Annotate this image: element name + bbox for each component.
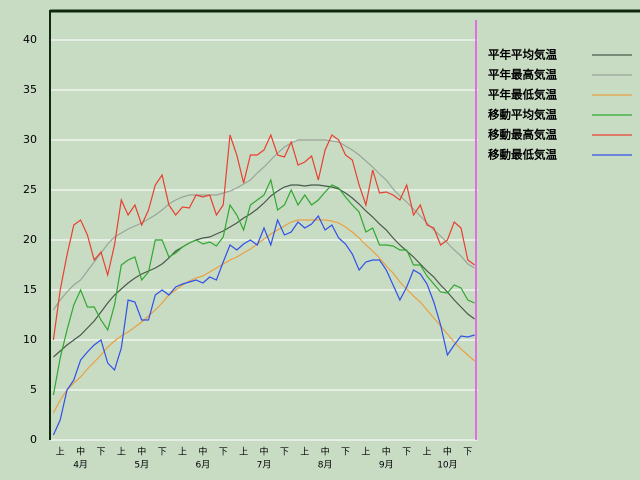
series-line: [52, 178, 475, 396]
legend-label: 移動最低気温: [488, 148, 557, 162]
month-label: 8月: [318, 460, 333, 471]
y-tick-label: 25: [23, 183, 37, 196]
month-label: 9月: [379, 460, 394, 471]
x-tick-label: 下: [463, 448, 472, 458]
legend-label: 平年平均気温: [488, 48, 557, 62]
month-label: 6月: [195, 460, 210, 471]
x-tick-label: 下: [219, 448, 228, 458]
x-tick-label: 下: [158, 448, 167, 458]
series-line: [52, 214, 475, 436]
x-tick-label: 上: [239, 447, 248, 458]
y-tick-label: 30: [23, 133, 37, 146]
y-tick-label: 5: [30, 383, 37, 396]
x-tick-label: 中: [259, 446, 268, 458]
legend-label: 平年最低気温: [488, 88, 557, 102]
series-line: [53, 184, 475, 358]
x-tick-label: 中: [198, 446, 207, 458]
x-tick-label: 中: [382, 446, 391, 458]
series-line: [52, 139, 475, 311]
x-tick-label: 上: [56, 447, 65, 458]
y-tick-label: 35: [23, 83, 37, 96]
x-tick-label: 中: [443, 446, 452, 458]
x-tick-label: 中: [137, 446, 146, 458]
legend-label: 平年最高気温: [488, 68, 557, 82]
month-label: 7月: [257, 460, 272, 471]
y-tick-label: 40: [23, 33, 37, 46]
legend-label: 移動平均気温: [488, 108, 557, 122]
x-tick-label: 上: [361, 447, 370, 458]
x-tick-label: 下: [341, 448, 350, 458]
y-tick-label: 10: [23, 333, 37, 346]
month-label: 4月: [73, 460, 88, 471]
y-tick-label: 20: [23, 233, 37, 246]
month-label: 10月: [437, 460, 457, 471]
x-tick-label: 中: [76, 446, 85, 458]
y-tick-label: 15: [23, 283, 37, 296]
y-tick-label: 0: [30, 433, 37, 446]
x-tick-label: 中: [321, 446, 330, 458]
x-tick-label: 下: [96, 448, 105, 458]
series-line: [52, 133, 475, 341]
x-tick-label: 上: [300, 447, 309, 458]
x-tick-label: 上: [423, 447, 432, 458]
x-tick-label: 上: [178, 447, 187, 458]
x-tick-label: 下: [402, 448, 411, 458]
legend-label: 移動最高気温: [488, 128, 557, 142]
x-tick-label: 下: [280, 448, 289, 458]
month-label: 5月: [134, 460, 149, 471]
x-tick-label: 上: [117, 447, 126, 458]
